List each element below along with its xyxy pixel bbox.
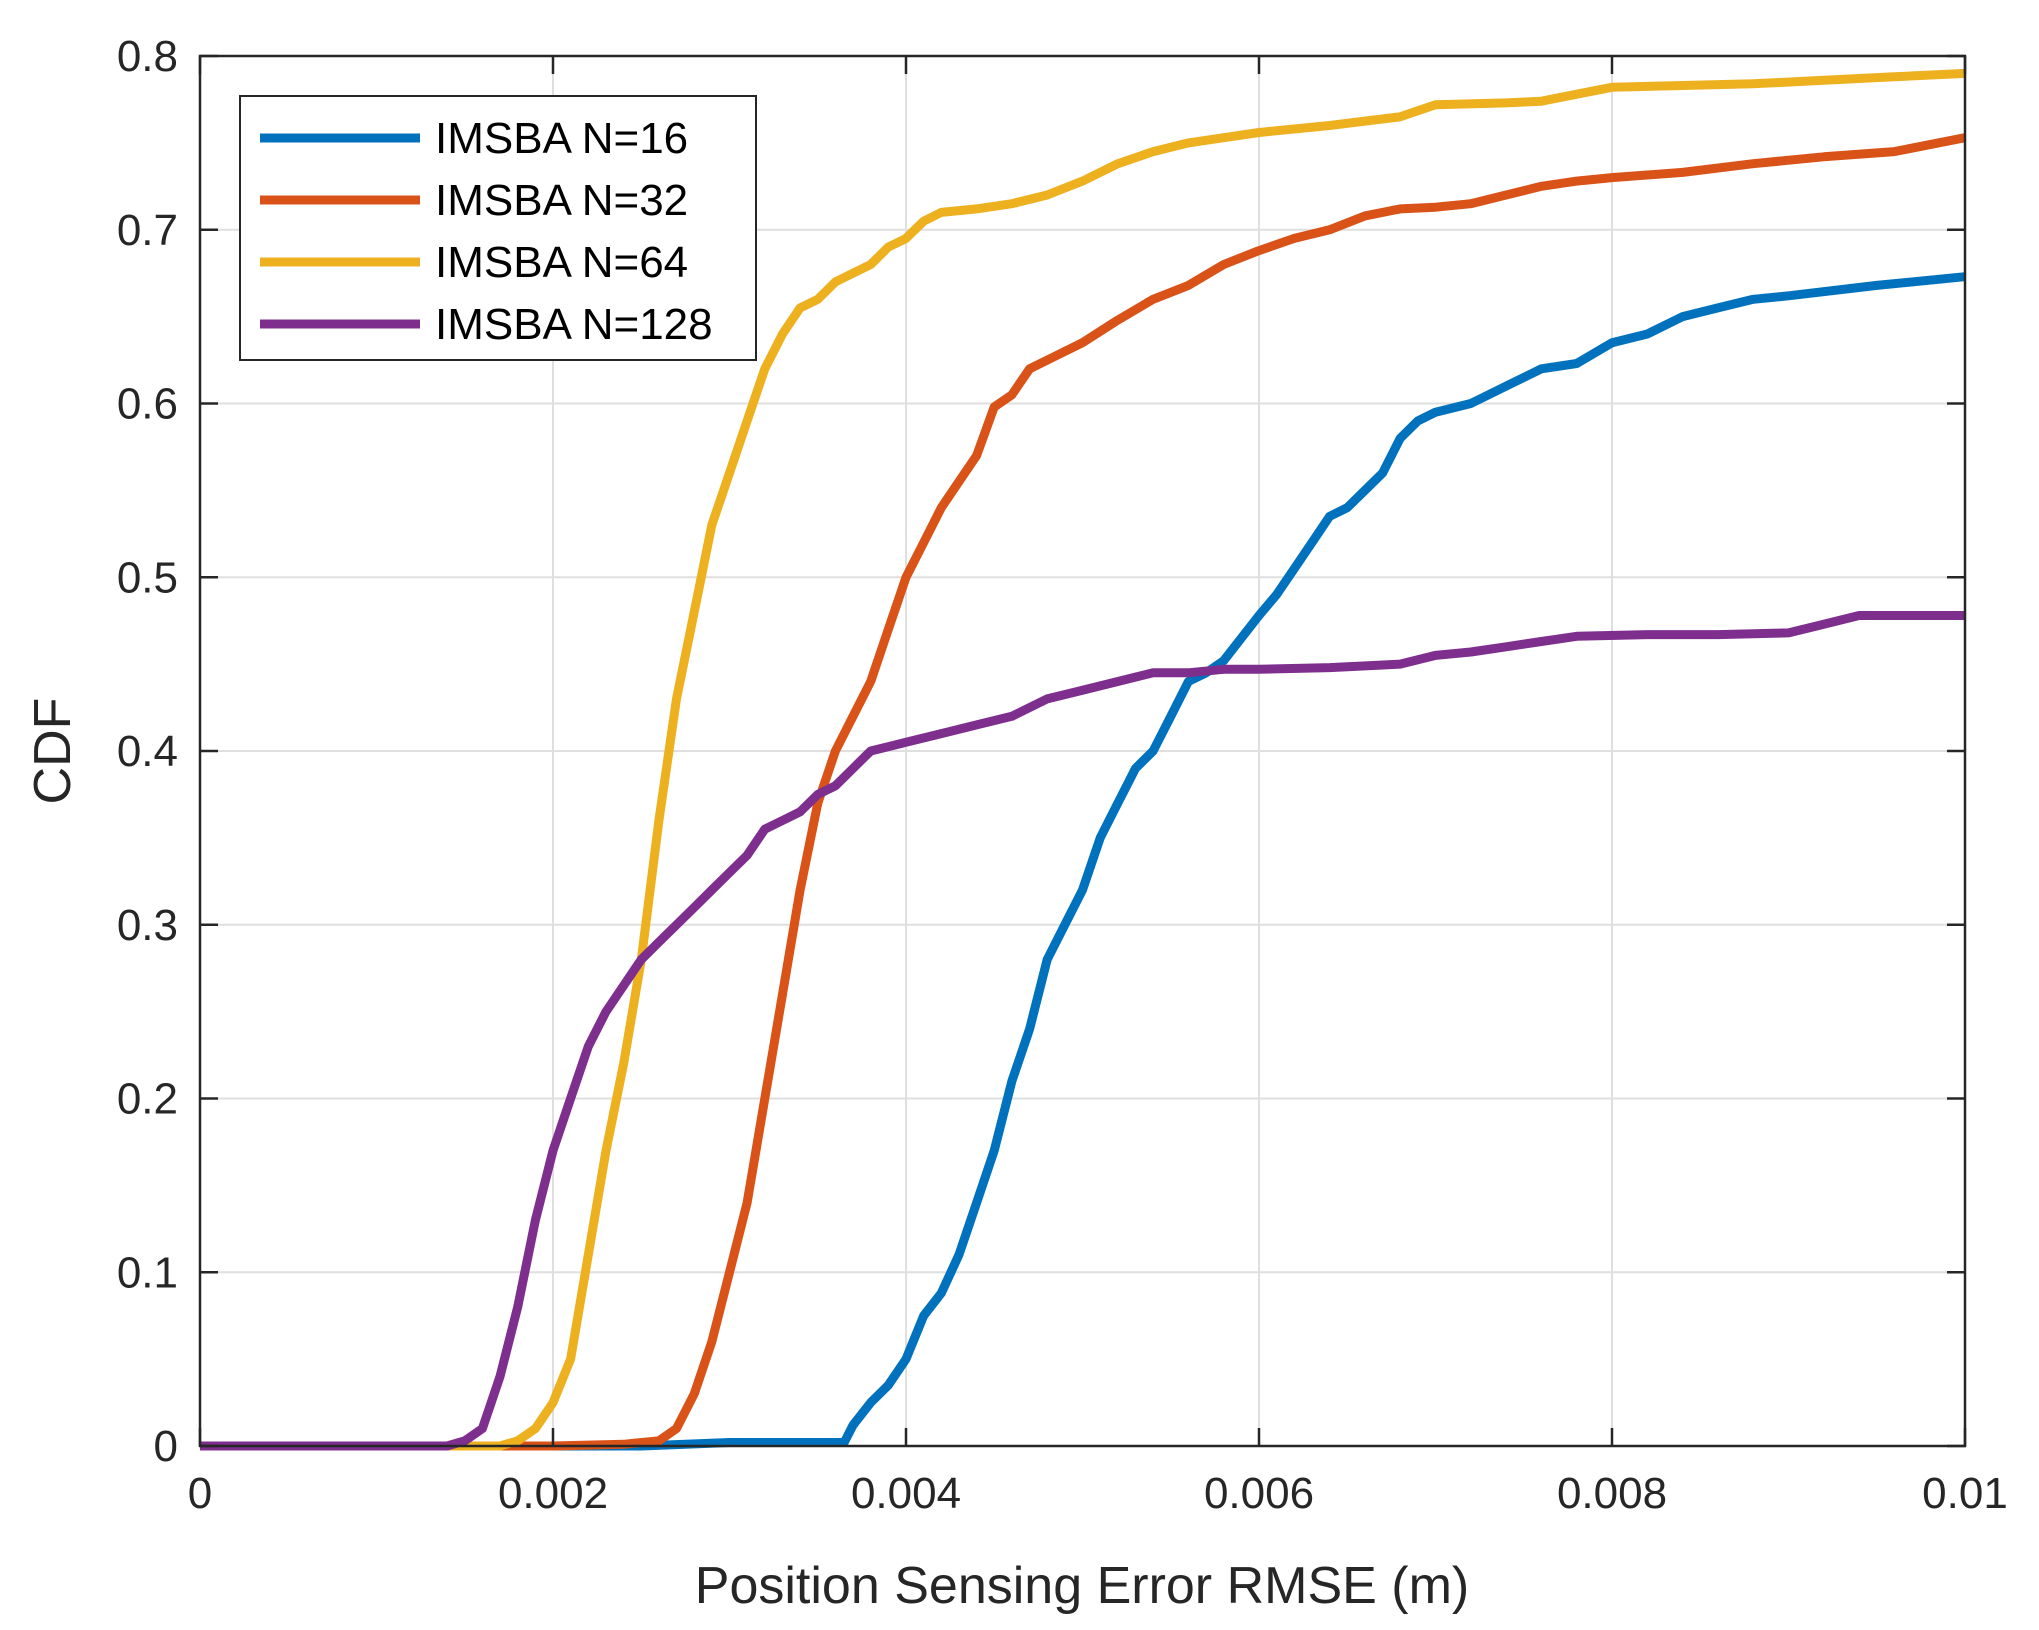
- series-lines: [200, 68, 1966, 1451]
- y-tick-label: 0.5: [117, 553, 178, 602]
- legend: IMSBA N=16 IMSBA N=32 IMSBA N=64 IMSBA N=12…: [239, 95, 757, 361]
- y-tick-label: 0: [154, 1422, 178, 1471]
- x-tick-label: 0.01: [1922, 1469, 2008, 1518]
- x-axis-label: Position Sensing Error RMSE (m): [695, 1557, 1469, 1615]
- y-tick-label: 0.1: [117, 1248, 178, 1297]
- y-tick-label: 0.7: [117, 206, 178, 255]
- axis-ticks: [198, 54, 1967, 1448]
- legend-label: IMSBA N=64: [435, 238, 688, 287]
- y-axis-label: CDF: [24, 698, 82, 805]
- x-tick-label: 0.004: [851, 1469, 961, 1518]
- legend-label: IMSBA N=128: [435, 300, 713, 349]
- y-tick-label: 0.4: [117, 727, 178, 776]
- x-tick-label: 0.008: [1557, 1469, 1667, 1518]
- legend-label: IMSBA N=16: [435, 114, 688, 163]
- y-tick-label: 0.3: [117, 901, 178, 950]
- grid-lines: [200, 56, 1965, 1446]
- legend-box: [239, 95, 757, 361]
- series-line-2: [200, 133, 1966, 1451]
- legend-label: IMSBA N=32: [435, 176, 688, 225]
- series-line-3: [200, 68, 1966, 1451]
- x-tick-label: 0.006: [1204, 1469, 1314, 1518]
- y-tick-labels: 0 0.1 0.2 0.3 0.4 0.5 0.6 0.7 0.8: [117, 32, 178, 1471]
- x-tick-labels: 0 0.002 0.004 0.006 0.008 0.01: [188, 1469, 2008, 1518]
- x-tick-label: 0.002: [498, 1469, 608, 1518]
- y-tick-label: 0.2: [117, 1075, 178, 1124]
- y-tick-label: 0.8: [117, 32, 178, 81]
- y-tick-label: 0.6: [117, 380, 178, 429]
- x-tick-label: 0: [188, 1469, 212, 1518]
- series-line-4: [200, 611, 1965, 1451]
